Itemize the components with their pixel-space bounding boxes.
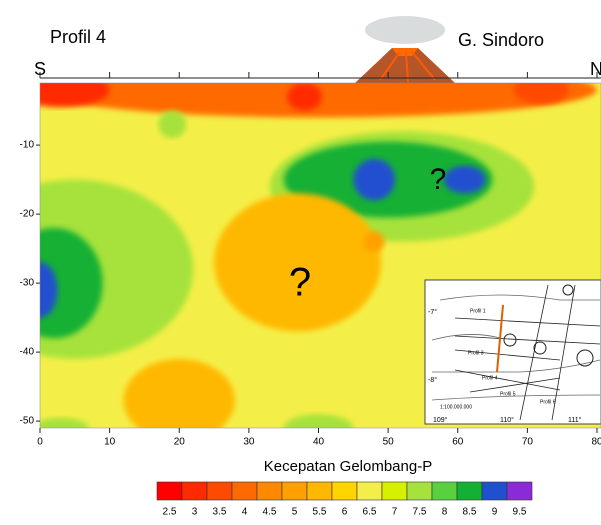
annotation: ? xyxy=(289,261,311,305)
x-tick-label: 60 xyxy=(452,437,464,448)
right-end-label: N xyxy=(590,59,601,79)
x-tick-label: 20 xyxy=(174,437,186,448)
inset-label: Profil 5 xyxy=(500,391,516,397)
x-tick-label: 70 xyxy=(522,437,534,448)
x-tick-label: 80 xyxy=(591,437,601,448)
colorbar-box xyxy=(457,482,482,500)
volcano-name: G. Sindoro xyxy=(458,30,544,50)
y-tick-label: -20 xyxy=(20,209,35,220)
colorbar-box xyxy=(232,482,257,500)
inset-label: 1:100.000.000 xyxy=(440,404,472,410)
colorbar-label: 2.5 xyxy=(163,507,177,518)
colorbar-title: Kecepatan Gelombang-P xyxy=(264,458,432,475)
annotation: ? xyxy=(430,163,447,196)
x-tick-label: 50 xyxy=(383,437,395,448)
colorbar-box xyxy=(282,482,307,500)
inset-label: 109° xyxy=(433,416,448,424)
inset-label: 111° xyxy=(568,416,582,424)
colorbar-label: 9.5 xyxy=(513,507,527,518)
colorbar-label: 7 xyxy=(392,507,398,518)
inset-label: Profil 4 xyxy=(482,375,498,381)
colorbar-label: 4 xyxy=(242,507,248,518)
colorbar-label: 9 xyxy=(492,507,498,518)
chart: Profil 4 G. Sindoro S N ? ? Kecepatan Ge… xyxy=(0,0,601,520)
colorbar-label: 5 xyxy=(292,507,298,518)
colorbar-label: 8 xyxy=(442,507,448,518)
colorbar-label: 6 xyxy=(342,507,348,518)
volcano-icon xyxy=(355,16,455,83)
colorbar-label: 8.5 xyxy=(463,507,477,518)
inset-label: Profil 6 xyxy=(540,399,556,405)
colorbar-box xyxy=(432,482,457,500)
colorbar-label: 3.5 xyxy=(213,507,227,518)
inset-map: Profil 1 Profil 3 Profil 4 Profil 5 Prof… xyxy=(425,280,601,424)
colorbar-label: 6.5 xyxy=(363,507,377,518)
colorbar-box xyxy=(257,482,282,500)
colorbar-box xyxy=(307,482,332,500)
y-tick-label: -10 xyxy=(20,140,35,151)
colorbar-label: 5.5 xyxy=(313,507,327,518)
colorbar-box xyxy=(332,482,357,500)
colorbar-box xyxy=(407,482,432,500)
y-tick-label: -40 xyxy=(20,347,35,358)
velocity-anomaly xyxy=(444,166,486,194)
x-tick-label: 0 xyxy=(37,437,43,448)
x-tick-label: 30 xyxy=(243,437,255,448)
x-tick-label: 40 xyxy=(313,437,325,448)
colorbar-box xyxy=(182,482,207,500)
colorbar-label: 7.5 xyxy=(413,507,427,518)
y-tick-label: -50 xyxy=(20,416,35,427)
inset-label: Profil 3 xyxy=(468,350,484,356)
colorbar-box xyxy=(357,482,382,500)
velocity-anomaly xyxy=(353,159,395,200)
colorbar-box xyxy=(482,482,507,500)
colorbar-box xyxy=(207,482,232,500)
colorbar-box xyxy=(382,482,407,500)
inset-label: -7° xyxy=(428,308,437,316)
colorbar-box xyxy=(157,482,182,500)
inset-label: Profil 1 xyxy=(470,308,486,314)
velocity-anomaly xyxy=(158,111,186,139)
colorbar-label: 3 xyxy=(192,507,198,518)
profile-title: Profil 4 xyxy=(50,27,106,47)
inset-label: 110° xyxy=(500,416,514,424)
velocity-anomaly xyxy=(364,231,385,252)
inset-label: -8° xyxy=(428,376,437,384)
y-tick-label: -30 xyxy=(20,278,35,289)
velocity-anomaly xyxy=(287,83,322,111)
velocity-anomaly xyxy=(513,76,569,104)
x-tick-label: 10 xyxy=(104,437,116,448)
colorbar-label: 4.5 xyxy=(263,507,277,518)
colorbar-box xyxy=(507,482,532,500)
